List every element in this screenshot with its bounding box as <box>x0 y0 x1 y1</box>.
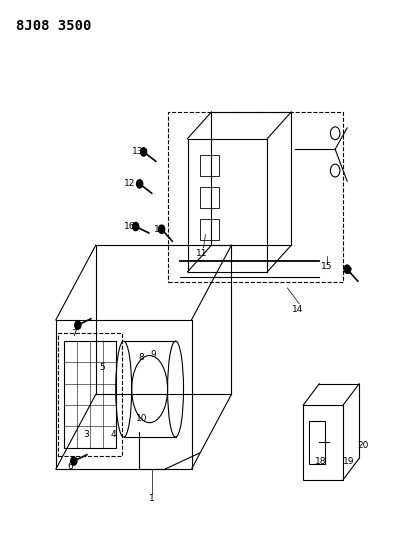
Text: 14: 14 <box>292 305 303 313</box>
Text: 6: 6 <box>67 462 73 471</box>
Text: 8J08 3500: 8J08 3500 <box>16 19 91 33</box>
Text: 1: 1 <box>149 494 154 503</box>
Bar <box>309 421 325 464</box>
Text: 18: 18 <box>316 457 327 465</box>
Bar <box>168 112 343 282</box>
Circle shape <box>158 225 165 233</box>
Text: 15: 15 <box>322 262 333 271</box>
Text: 4: 4 <box>111 430 117 439</box>
Bar <box>64 341 116 448</box>
Text: 8: 8 <box>139 353 144 361</box>
Text: 20: 20 <box>358 441 369 449</box>
Circle shape <box>140 148 147 156</box>
Bar <box>200 155 219 176</box>
Circle shape <box>344 265 350 273</box>
Circle shape <box>75 321 81 329</box>
Text: 11: 11 <box>196 249 207 257</box>
Circle shape <box>71 457 77 465</box>
Bar <box>200 187 219 208</box>
Text: 10: 10 <box>136 414 147 423</box>
Bar <box>303 405 343 480</box>
Text: 17: 17 <box>154 225 165 233</box>
Circle shape <box>132 222 139 231</box>
Circle shape <box>136 180 143 188</box>
Text: 19: 19 <box>344 457 355 465</box>
Bar <box>58 333 122 456</box>
Bar <box>200 219 219 240</box>
Text: 13: 13 <box>132 148 143 156</box>
Text: 3: 3 <box>83 430 89 439</box>
Text: 2: 2 <box>346 268 352 276</box>
Text: 5: 5 <box>99 364 105 372</box>
Text: 9: 9 <box>151 350 156 359</box>
Text: 7: 7 <box>71 329 77 337</box>
Text: 12: 12 <box>124 180 135 188</box>
Text: 16: 16 <box>124 222 135 231</box>
